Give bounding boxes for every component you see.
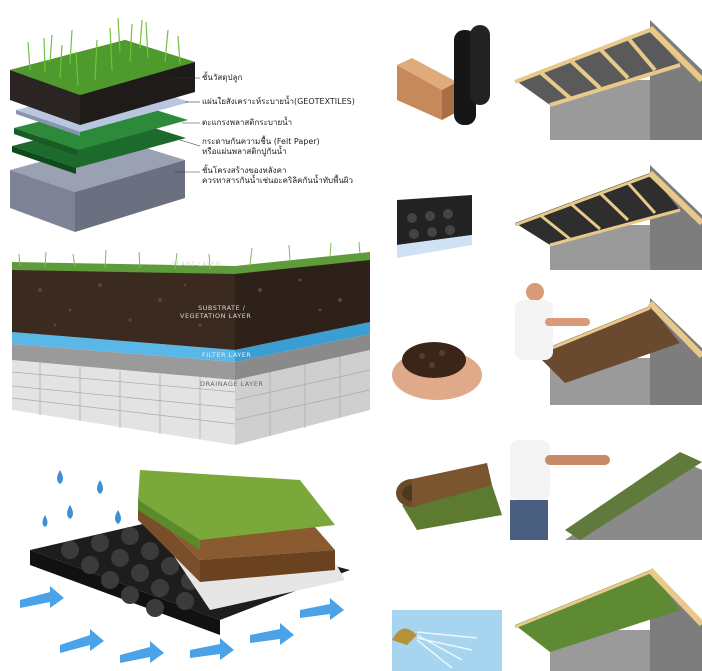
step-1-shed: [510, 20, 702, 140]
cross-section-diagram: PLANT LAYER SUBSTRATE / VEGETATION LAYER…: [0, 240, 390, 450]
label-roof-structure: ชั้นโครงสร้างของหลังคา: [202, 166, 287, 175]
shed-felt-icon: [514, 165, 702, 270]
label-geotextile: แผ่นใยสังเคราะห์ระบายน้ำ(GEOTEXTILES): [202, 97, 355, 106]
label-felt-paper: กระดาษกันความชื้น (Felt Paper): [202, 137, 320, 146]
shed-frame-icon: [514, 20, 702, 140]
drainage-illustration: [20, 470, 350, 663]
step-4-sod-roll: [392, 455, 507, 535]
label-plastic-sheet: หรือแผ่นพลาสติกปูกันน้ำ: [202, 147, 287, 156]
watering-icon: [392, 610, 502, 671]
shed-soil-icon: [515, 283, 702, 405]
step-3-soil: [392, 320, 507, 405]
layers-diagram: ชั้นวัสดุปลูก แผ่นใยสังเคราะห์ระบายน้ำ(G…: [0, 0, 390, 240]
step-5-watering: [392, 610, 507, 671]
water-drainage-diagram: [0, 450, 390, 671]
layers-illustration: [10, 17, 201, 232]
label-filter-layer: FILTER LAYER: [202, 351, 252, 359]
step-5-green-roof-shed: [510, 560, 702, 671]
sod-roll-icon: [396, 463, 502, 530]
wood-and-rolls-icon: [397, 25, 490, 125]
label-plant-layer: PLANT LAYER: [172, 260, 221, 268]
finished-shed-icon: [514, 567, 702, 671]
label-substrate: SUBSTRATE /: [198, 304, 246, 312]
label-waterproof-coating: ควรทาสารกันน้ำเช่นอะคริลิคกันน้ำทับพื้นผ…: [202, 176, 354, 185]
step-4-shed: [510, 430, 702, 540]
step-2-shed: [510, 165, 702, 270]
step-2-drainage-mat: [392, 190, 507, 270]
shed-sod-icon: [510, 440, 702, 540]
step-1-materials: [392, 20, 507, 140]
cross-section-illustration: [11, 241, 371, 445]
label-drainage-grid: ตะแกรงพลาสติกระบายน้ำ: [202, 118, 293, 127]
drainage-mat-icon: [397, 195, 472, 258]
step-3-shed: [510, 278, 702, 405]
label-growing-medium: ชั้นวัสดุปลูก: [202, 73, 243, 82]
label-drainage-layer: DRAINAGE LAYER: [200, 380, 264, 388]
label-vegetation-layer: VEGETATION LAYER: [180, 312, 252, 320]
soil-hands-icon: [392, 342, 482, 400]
